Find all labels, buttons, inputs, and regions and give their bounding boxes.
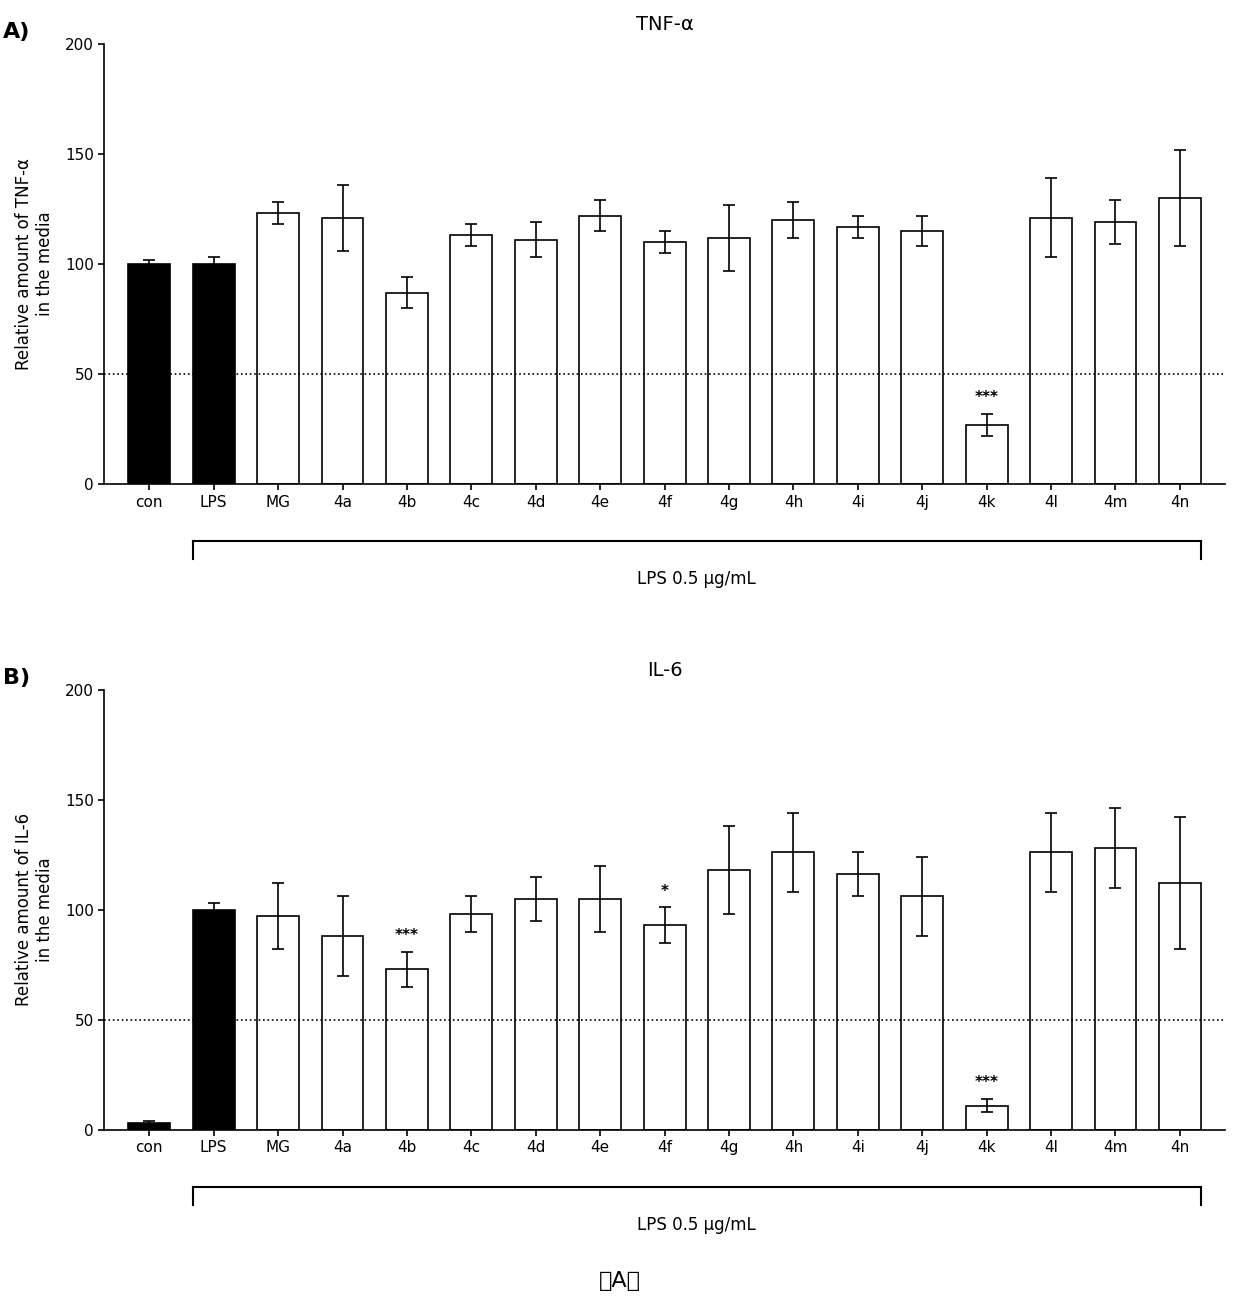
Bar <box>321 218 363 484</box>
Text: LPS 0.5 μg/mL: LPS 0.5 μg/mL <box>637 1215 756 1234</box>
Text: B): B) <box>4 668 31 687</box>
Text: ***: *** <box>396 927 419 943</box>
Bar <box>1095 848 1136 1129</box>
Bar <box>192 910 234 1129</box>
Bar <box>644 925 686 1129</box>
Bar <box>708 870 750 1129</box>
Text: A): A) <box>4 22 31 42</box>
Bar <box>1030 218 1073 484</box>
Bar <box>386 292 428 484</box>
Bar <box>644 243 686 484</box>
Bar <box>708 237 750 484</box>
Bar <box>773 853 815 1129</box>
Bar <box>1095 222 1136 484</box>
Bar <box>837 875 879 1129</box>
Text: *: * <box>661 884 668 898</box>
Bar <box>579 215 621 484</box>
Text: （A）: （A） <box>599 1271 641 1291</box>
Bar <box>966 425 1008 484</box>
Text: LPS 0.5 μg/mL: LPS 0.5 μg/mL <box>637 570 756 588</box>
Bar <box>386 969 428 1129</box>
Bar <box>1159 883 1200 1129</box>
Bar <box>450 914 492 1129</box>
Title: IL-6: IL-6 <box>647 661 682 679</box>
Bar <box>129 263 170 484</box>
Bar <box>773 220 815 484</box>
Bar <box>257 214 299 484</box>
Bar <box>1159 198 1200 484</box>
Text: ***: *** <box>975 1076 998 1090</box>
Bar <box>450 236 492 484</box>
Bar <box>966 1106 1008 1129</box>
Bar <box>579 898 621 1129</box>
Bar <box>837 227 879 484</box>
Text: ***: *** <box>975 390 998 406</box>
Bar <box>192 263 234 484</box>
Bar <box>515 898 557 1129</box>
Bar <box>257 917 299 1129</box>
Y-axis label: Relative amount of IL-6
in the media: Relative amount of IL-6 in the media <box>15 814 53 1007</box>
Title: TNF-α: TNF-α <box>636 16 693 34</box>
Bar <box>515 240 557 484</box>
Y-axis label: Relative amount of TNF-α
in the media: Relative amount of TNF-α in the media <box>15 158 53 370</box>
Bar <box>901 231 944 484</box>
Bar <box>321 936 363 1129</box>
Bar <box>129 1123 170 1129</box>
Bar <box>901 896 944 1129</box>
Bar <box>1030 853 1073 1129</box>
